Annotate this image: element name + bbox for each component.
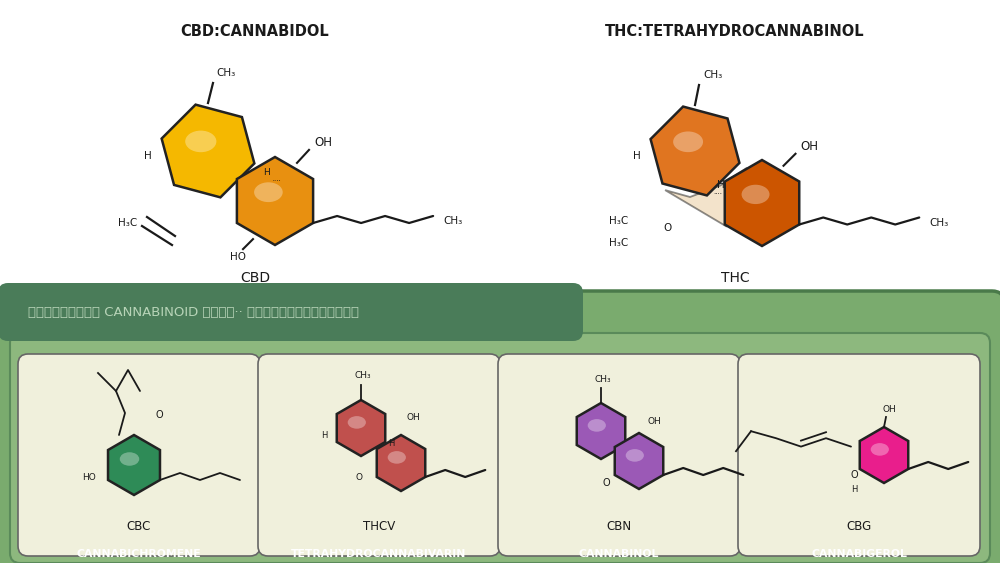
Text: HO: HO [230,252,246,262]
Text: H: H [633,151,641,161]
Text: CANNABICHROMENE: CANNABICHROMENE [77,549,201,559]
Text: H: H [321,431,327,440]
FancyBboxPatch shape [18,354,260,556]
Text: OH: OH [314,136,332,149]
Text: สารประกอบ CANNABINOID อื่น·· ที่อยู่ในกัญชา: สารประกอบ CANNABINOID อื่น·· ที่อยู่ในกั… [28,306,359,319]
Text: ....: .... [273,176,282,182]
Ellipse shape [626,449,644,462]
Text: CH₃: CH₃ [703,70,722,80]
Polygon shape [108,435,160,495]
Ellipse shape [673,131,703,152]
Text: H₃C: H₃C [118,218,137,228]
Polygon shape [577,403,625,459]
Text: H: H [264,168,270,177]
Ellipse shape [254,182,283,202]
Ellipse shape [588,419,606,432]
Ellipse shape [871,443,889,455]
Text: THC: THC [721,271,749,285]
Polygon shape [337,400,385,456]
Text: H: H [717,180,725,190]
Text: CBN: CBN [606,520,632,533]
FancyBboxPatch shape [10,333,990,563]
Text: H: H [144,151,152,161]
Polygon shape [725,160,799,246]
Text: H: H [388,439,394,448]
Text: OH: OH [882,404,896,413]
Polygon shape [860,427,908,483]
Ellipse shape [120,452,139,466]
Text: CH₃: CH₃ [595,374,611,383]
Text: O: O [155,410,163,420]
Ellipse shape [348,416,366,428]
Text: CBG: CBG [846,520,872,533]
Text: OH: OH [407,413,421,422]
Text: TETRAHYDROCANNABIVARIN: TETRAHYDROCANNABIVARIN [291,549,467,559]
Text: CBC: CBC [127,520,151,533]
Ellipse shape [742,185,770,204]
Text: OH: OH [801,140,819,153]
Text: ....: .... [713,189,722,195]
Text: CBD:CANNABIDOL: CBD:CANNABIDOL [181,24,329,38]
FancyBboxPatch shape [498,354,740,556]
FancyBboxPatch shape [0,283,583,341]
Polygon shape [162,105,254,198]
Text: H₃C: H₃C [609,238,628,248]
Polygon shape [237,157,313,245]
Text: H₃C: H₃C [609,216,628,226]
FancyBboxPatch shape [0,291,1000,563]
FancyBboxPatch shape [258,354,500,556]
Ellipse shape [388,451,406,464]
Text: O: O [664,223,672,233]
Text: THC:TETRAHYDROCANNABINOL: THC:TETRAHYDROCANNABINOL [605,24,865,38]
Text: CBD: CBD [240,271,270,285]
Text: O: O [356,473,363,482]
Text: CH₃: CH₃ [443,216,462,226]
Text: H: H [851,485,857,494]
Polygon shape [377,435,425,491]
FancyBboxPatch shape [738,354,980,556]
Text: OH: OH [647,417,661,426]
Text: CH₃: CH₃ [216,68,235,78]
Text: THCV: THCV [363,520,395,533]
Ellipse shape [185,131,216,152]
Text: HO: HO [82,472,96,481]
Polygon shape [615,433,663,489]
Text: CH₃: CH₃ [355,372,371,381]
Polygon shape [651,106,739,195]
Text: O: O [602,478,610,488]
Text: CANNABIGEROL: CANNABIGEROL [811,549,907,559]
Text: CANNABINOL: CANNABINOL [579,549,659,559]
Text: O: O [850,470,858,480]
Text: CH₃: CH₃ [929,217,948,227]
Polygon shape [665,168,747,227]
